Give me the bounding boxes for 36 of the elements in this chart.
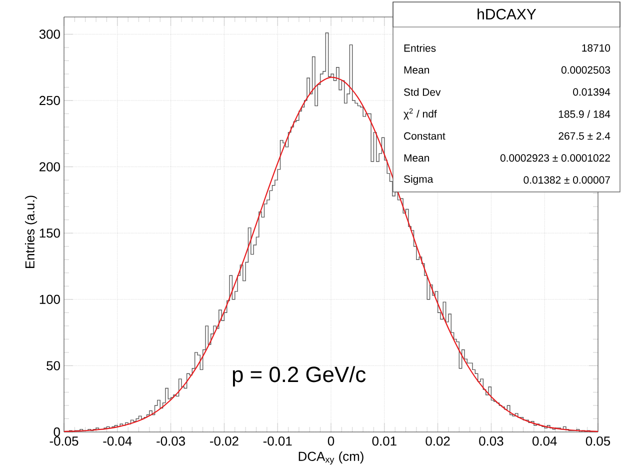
annotation: χ$^{2}$ / ndf [404, 108, 437, 120]
x-axis-title: DCA$_{xy}$ (cm) [298, 451, 364, 465]
x-tick-label: -0.03 [156, 436, 185, 446]
annotation: 267.5 ± 2.4 [558, 132, 610, 140]
y-tick-label: 200 [40, 162, 60, 172]
x-tick-label: -0.04 [103, 436, 132, 446]
annotation: 0.0002923 ± 0.0001022 [500, 154, 610, 162]
y-tick-label: 50 [46, 361, 60, 370]
x-tick-label: 0 [328, 436, 334, 446]
annotation: 185.9 / 184 [558, 110, 610, 118]
x-tick-label: -0.05 [50, 436, 78, 446]
annotation: Entries [404, 44, 436, 52]
annotation: Std Dev [404, 88, 441, 96]
annotation: Sigma [404, 175, 434, 185]
x-tick-label: 0.01 [372, 436, 396, 446]
x-tick-label: 0.04 [532, 436, 557, 446]
y-tick-label: 0 [54, 427, 60, 437]
annotation: 0.01394 [573, 88, 610, 96]
y-tick-label: 300 [39, 30, 60, 39]
annotation: 0.01382 ± 0.00007 [524, 176, 610, 184]
y-tick-label: 150 [40, 228, 60, 238]
annotation: Mean [404, 154, 430, 162]
annotation: 0.0002503 [561, 66, 610, 74]
y-tick-label: 100 [40, 294, 60, 304]
annotation: p = 0.2 GeV/c [232, 366, 366, 387]
annotation: 18710 [582, 44, 610, 52]
annotation: Constant [404, 132, 446, 140]
y-tick-label: 250 [40, 96, 60, 106]
x-tick-label: 0.03 [479, 436, 504, 446]
x-tick-label: -0.01 [263, 436, 292, 446]
x-tick-label: -0.02 [210, 436, 238, 446]
annotation: hDCAXY [478, 8, 536, 20]
annotation: Mean [404, 66, 430, 74]
x-tick-label: 0.05 [586, 436, 610, 446]
y-axis-title: Entries (a.u.) [24, 196, 38, 268]
x-tick-label: 0.02 [426, 436, 450, 446]
